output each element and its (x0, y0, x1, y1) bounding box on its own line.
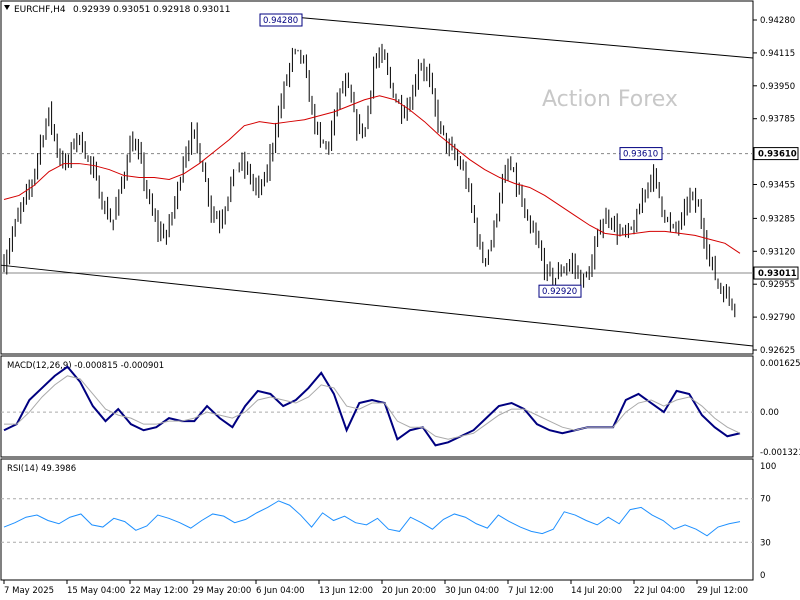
rsi-tick-label: 0 (760, 571, 765, 581)
macd-tick-label: 0.001625 (760, 359, 800, 369)
price-annotations: 0.94280 0.93610 0.92920 (259, 13, 663, 298)
watermark: Action Forex (542, 87, 678, 112)
moving-average (3, 95, 741, 254)
price-tick-label: 0.93120 (760, 247, 795, 257)
annotation-label: 0.93610 (623, 150, 658, 160)
price-panel[interactable] (0, 0, 754, 355)
price-tick-label: 0.93455 (760, 181, 795, 191)
rsi-tick-label: 70 (760, 495, 771, 505)
macd-lines (3, 365, 741, 447)
time-tick-label: 22 Jul 04:00 (634, 586, 685, 596)
time-tick-label: 20 Jun 20:00 (382, 586, 436, 596)
price-tick-label: 0.92955 (760, 280, 795, 290)
price-marker-label: 0.93610 (758, 150, 797, 160)
price-axis: 0.94280 0.94115 0.93950 0.93785 0.93610 0.934… (753, 16, 799, 356)
annotation-label: 0.94280 (263, 16, 298, 26)
price-tick-label: 0.92790 (760, 313, 795, 323)
time-tick-label: 7 May 2025 (4, 586, 54, 596)
time-tick-label: 22 May 12:00 (130, 586, 188, 596)
time-tick-label: 29 Jul 12:00 (697, 586, 748, 596)
rsi-tick-label: 30 (760, 538, 771, 548)
price-tick-label: 0.94115 (760, 49, 795, 59)
macd-axis: 0.001625 0.00 -0.001321 (760, 359, 800, 458)
time-tick-label: 6 Jun 04:00 (256, 586, 305, 596)
price-marker-label: 0.93011 (758, 269, 797, 279)
channel-upper (259, 13, 754, 59)
time-axis: 7 May 2025 15 May 04:00 22 May 12:00 29 May… (3, 580, 748, 596)
price-tick-label: 0.92625 (760, 346, 795, 356)
macd-tick-label: 0.00 (760, 408, 779, 418)
rsi-tick-label: 100 (760, 462, 776, 472)
macd-panel[interactable] (0, 355, 754, 458)
rsi-levels (1, 498, 753, 543)
channel-lower (0, 264, 754, 347)
ma-line (3, 95, 741, 254)
symbol-label: EURCHF,H4 (14, 5, 66, 15)
annotation-label: 0.92920 (542, 287, 577, 297)
rsi-line (3, 500, 741, 537)
macd-main-line (3, 365, 741, 447)
time-tick-label: 13 Jun 12:00 (319, 586, 373, 596)
time-tick-label: 7 Jul 12:00 (508, 586, 554, 596)
annotation-box (538, 284, 582, 298)
price-marker (753, 266, 799, 280)
annotation-box (259, 13, 303, 27)
price-tick-label: 0.93950 (760, 82, 795, 92)
time-tick-label: 15 May 04:00 (67, 586, 125, 596)
time-tick-label: 29 May 20:00 (193, 586, 251, 596)
rsi-panel[interactable] (0, 458, 754, 581)
macd-signal-line (4, 375, 741, 440)
price-tick-label: 0.93285 (760, 214, 795, 224)
price-marker (753, 147, 799, 161)
macd-tick-label: -0.001321 (760, 448, 800, 458)
macd-label: MACD(12,26,9) -0.000815 -0.000901 (7, 361, 164, 371)
rsi-line (3, 500, 741, 537)
price-tick-label: 0.94280 (760, 16, 795, 26)
annotation-box (619, 147, 663, 161)
price-bars (3, 43, 736, 318)
rsi-axis: 100 70 30 0 (760, 462, 776, 581)
time-tick-label: 30 Jun 04:00 (445, 586, 499, 596)
collapse-arrow-icon[interactable] (4, 5, 10, 10)
ohlc-values: 0.92939 0.93051 0.92918 0.93011 (73, 5, 230, 15)
price-tick-label: 0.93785 (760, 115, 795, 125)
time-tick-label: 14 Jul 20:00 (571, 586, 622, 596)
rsi-label: RSI(14) 49.3986 (7, 464, 76, 474)
trend-channel (0, 13, 754, 347)
